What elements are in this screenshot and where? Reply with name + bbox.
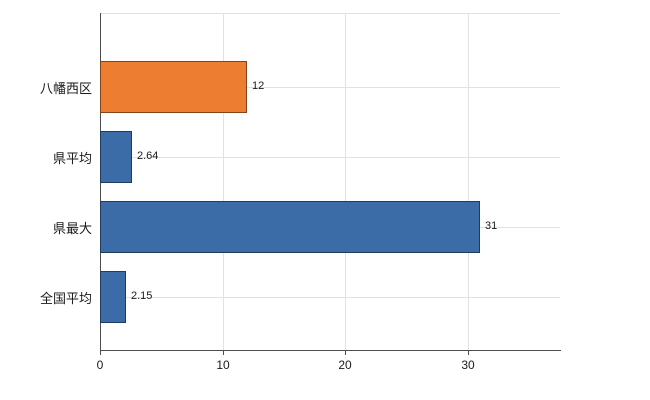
x-axis-tick-label: 30 [461,358,475,372]
bar-value-label: 31 [485,220,498,232]
bar [100,131,132,183]
category-gridline [100,297,560,298]
x-gridline [468,13,469,350]
category-gridline [100,157,560,158]
x-axis-tick-label: 10 [216,358,230,372]
x-gridline [223,13,224,350]
category-label: 県平均 [52,151,92,166]
bar [100,201,480,253]
x-axis-tick [345,350,346,355]
x-axis-tick [468,350,469,355]
bar-value-label: 2.15 [131,290,153,302]
plot-top-border [100,13,560,14]
category-label: 県最大 [52,221,92,236]
bar [100,61,247,113]
category-label: 八幡西区 [39,81,92,96]
bar [100,271,126,323]
x-axis-tick [223,350,224,355]
x-gridline [345,13,346,350]
bar-value-label: 2.64 [137,150,159,162]
x-axis-tick [100,350,101,355]
x-axis-tick-label: 20 [338,358,352,372]
bar-value-label: 12 [252,80,265,92]
x-axis-line [100,350,561,351]
category-gridline [100,87,560,88]
category-label: 全国平均 [39,291,92,306]
x-axis-tick-label: 0 [96,358,104,372]
